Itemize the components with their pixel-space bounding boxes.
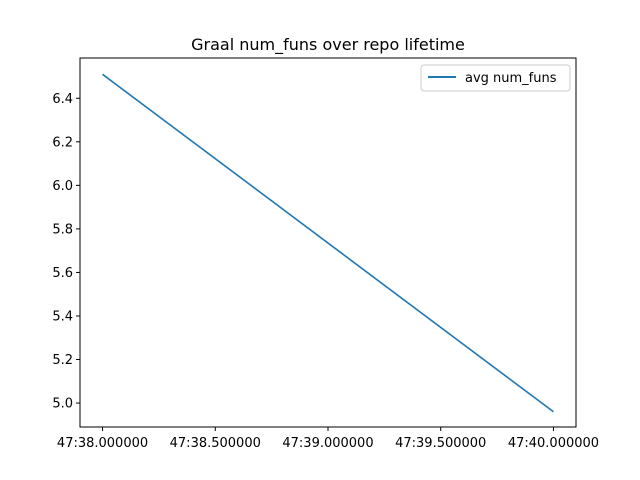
x-tick-label: 47:39.500000 (395, 436, 486, 451)
legend-label-avg-num-funs: avg num_funs (465, 71, 557, 86)
y-tick-label: 6.4 (52, 92, 73, 107)
y-tick-label: 5.6 (52, 266, 73, 281)
x-tick-label: 47:38.500000 (170, 436, 261, 451)
axes-frame (79, 57, 577, 428)
y-tick-label: 5.2 (52, 353, 73, 368)
y-tick-label: 5.8 (52, 222, 73, 237)
legend: avg num_funs (420, 64, 571, 92)
legend-box (420, 64, 571, 92)
plot-area: 5.0 5.2 5.4 5.6 5.8 6.0 6.2 6.4 47:38.000000 47:3… (52, 73, 599, 451)
x-tick-label: 47:39.000000 (282, 436, 373, 451)
y-tick-label: 5.4 (52, 309, 73, 324)
chart-title: Graal num_funs over repo lifetime (191, 35, 465, 55)
x-tick-label: 47:40.000000 (508, 436, 599, 451)
y-tick-label: 5.0 (52, 397, 73, 412)
y-tick-label: 6.0 (52, 179, 73, 194)
y-tick-label: 6.2 (52, 135, 73, 150)
x-tick-label: 47:38.000000 (57, 436, 148, 451)
series-line-0 (102, 73, 554, 413)
